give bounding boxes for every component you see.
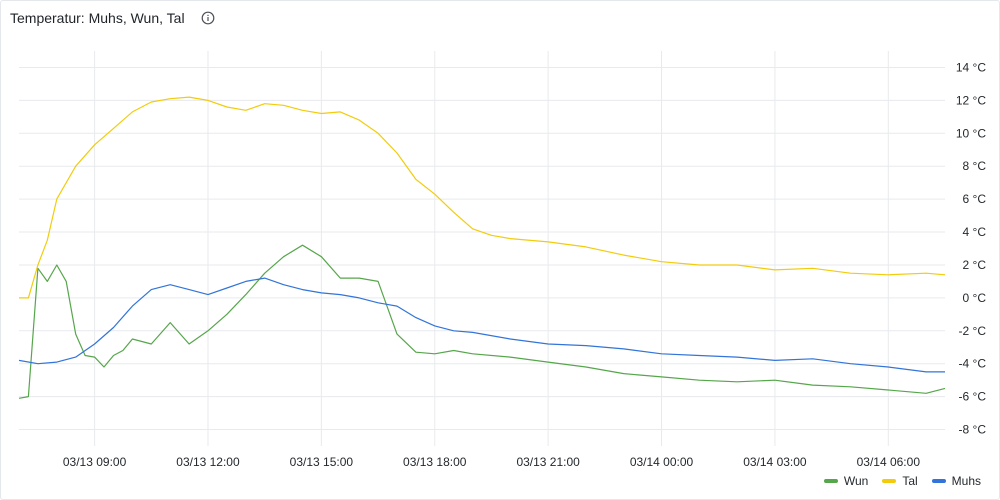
x-tick-label: 03/13 12:00 xyxy=(176,455,240,469)
y-tick-label: 2 °C xyxy=(963,258,987,272)
legend-swatch-muhs xyxy=(931,479,946,483)
info-circle-icon[interactable] xyxy=(201,11,215,25)
y-tick-label: 6 °C xyxy=(963,192,987,206)
legend-label-tal: Tal xyxy=(902,474,918,488)
legend-label-muhs: Muhs xyxy=(951,474,981,488)
y-tick-label: -4 °C xyxy=(959,357,987,371)
y-tick-label: 12 °C xyxy=(956,93,986,107)
y-tick-label: -2 °C xyxy=(959,324,987,338)
x-tick-label: 03/13 18:00 xyxy=(403,455,467,469)
y-tick-label: 4 °C xyxy=(963,225,987,239)
x-tick-label: 03/13 15:00 xyxy=(290,455,354,469)
legend-item-muhs[interactable]: Muhs xyxy=(931,474,981,488)
legend-label-wun: Wun xyxy=(843,474,869,488)
legend-item-tal[interactable]: Tal xyxy=(882,474,918,488)
y-tick-label: 14 °C xyxy=(956,60,986,74)
y-tick-label: -6 °C xyxy=(959,390,987,404)
legend-item-wun[interactable]: Wun xyxy=(823,474,869,488)
series-line-wun xyxy=(18,244,946,399)
x-tick-label: 03/14 06:00 xyxy=(857,455,921,469)
panel-header: Temperatur: Muhs, Wun, Tal xyxy=(1,1,999,35)
series-line-tal xyxy=(19,96,946,299)
legend-swatch-wun xyxy=(823,479,838,483)
panel-title: Temperatur: Muhs, Wun, Tal xyxy=(10,10,185,26)
x-tick-label: 03/13 21:00 xyxy=(516,455,580,469)
x-tick-label: 03/13 09:00 xyxy=(63,455,127,469)
y-tick-label: 8 °C xyxy=(963,159,987,173)
y-tick-label: 10 °C xyxy=(956,126,986,140)
x-tick-label: 03/14 03:00 xyxy=(743,455,807,469)
x-tick-label: 03/14 00:00 xyxy=(630,455,694,469)
y-tick-label: -8 °C xyxy=(959,423,987,437)
legend-swatch-tal xyxy=(882,479,897,483)
y-tick-label: 0 °C xyxy=(963,291,987,305)
legend: Wun Tal Muhs xyxy=(823,474,981,488)
series-line-muhs xyxy=(18,277,945,373)
